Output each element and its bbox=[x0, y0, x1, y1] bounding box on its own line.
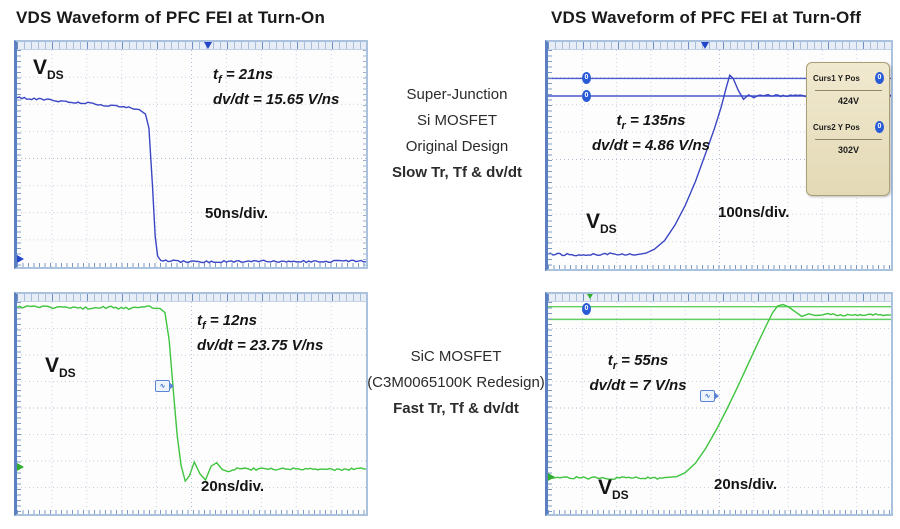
ground-level-arrow-icon bbox=[17, 463, 24, 471]
timebase-label: 50ns/div. bbox=[205, 205, 269, 222]
bottom-ticks bbox=[548, 265, 891, 269]
fall-time-line: tf = 21ns bbox=[213, 66, 273, 86]
edge-marker-badge-icon: ∿ bbox=[155, 380, 174, 392]
timebase-label: 20ns/div. bbox=[714, 476, 778, 493]
dvdt-line: dv/dt = 7 V/ns bbox=[589, 376, 687, 394]
trigger-position-icon bbox=[700, 42, 709, 49]
cursor2-label: Curs2 Y Pos bbox=[813, 122, 860, 132]
title-turn-off: VDS Waveform of PFC FEI at Turn-Off bbox=[551, 8, 862, 27]
bottom-ticks bbox=[17, 263, 366, 267]
scope-top-ruler bbox=[17, 42, 366, 50]
center-top-line3: Original Design bbox=[405, 138, 509, 155]
cursor1-value: 424V bbox=[837, 96, 860, 106]
scope-plot-area: VDS tf = 21ns dv/dt = 15.65 V/ns 50ns/di… bbox=[17, 50, 366, 267]
label-sic-mosfet-block: SiC MOSFET (C3M0065100K Redesign) Fast T… bbox=[356, 344, 556, 422]
dvdt-line: dv/dt = 4.86 V/ns bbox=[592, 136, 710, 154]
center-bottom-line3: Fast Tr, Tf & dv/dt bbox=[393, 400, 519, 417]
cursor1-label: Curs1 Y Pos bbox=[813, 73, 860, 83]
timebase-label: 100ns/div. bbox=[718, 204, 790, 221]
waveform-sic-turn-on bbox=[17, 302, 366, 514]
left-ticks bbox=[548, 302, 552, 514]
scope-plot-area: 0 tr = 55ns dv/dt = 7 V/ns ∿ VDS 20ns/di… bbox=[548, 302, 891, 514]
left-ticks bbox=[17, 50, 21, 267]
trigger-position-icon bbox=[587, 294, 594, 299]
left-ticks bbox=[17, 302, 21, 514]
scope-si-turn-off: 0 0 tr = 135ns dv/dt = 4.86 V/ns VDS 100… bbox=[545, 40, 893, 271]
ground-level-arrow-icon bbox=[548, 473, 555, 481]
measurement-annotation: tr = 135ns dv/dt = 4.86 V/ns bbox=[576, 110, 726, 157]
title-turn-on: VDS Waveform of PFC FEI at Turn-On bbox=[16, 8, 326, 27]
scope-plot-area: 0 0 tr = 135ns dv/dt = 4.86 V/ns VDS 100… bbox=[548, 50, 891, 269]
waveform-sic-turn-off bbox=[548, 302, 891, 514]
vds-label: VDS bbox=[586, 210, 617, 237]
cursor1-handle-icon: 0 bbox=[582, 72, 591, 84]
scope-top-ruler bbox=[548, 42, 891, 50]
cursor-handle-icon: 0 bbox=[582, 303, 591, 315]
center-bottom-line2: (C3M0065100K Redesign) bbox=[367, 374, 545, 391]
waveform-si-turn-on bbox=[17, 50, 366, 267]
cursor2-row: Curs2 Y Pos 0 bbox=[813, 120, 884, 134]
scope-sic-turn-off: 0 tr = 55ns dv/dt = 7 V/ns ∿ VDS 20ns/di… bbox=[545, 292, 893, 516]
panel-divider bbox=[815, 90, 882, 91]
center-top-line2: Si MOSFET bbox=[416, 112, 497, 129]
cursor1-knob-icon: 0 bbox=[875, 72, 884, 84]
bottom-ticks bbox=[548, 510, 891, 514]
bottom-ticks bbox=[17, 510, 366, 514]
center-top-line1: Super-Junction bbox=[406, 86, 508, 103]
vds-label: VDS bbox=[598, 476, 629, 503]
vds-label: VDS bbox=[45, 354, 76, 381]
right-ticks bbox=[363, 50, 366, 267]
vds-subscript: DS bbox=[47, 68, 64, 83]
cursor2-handle-icon: 0 bbox=[582, 90, 591, 102]
rise-time-line: tr = 55ns bbox=[607, 352, 669, 372]
cursor2-knob-icon: 0 bbox=[875, 121, 884, 133]
center-top-line4: Slow Tr, Tf & dv/dt bbox=[391, 164, 522, 181]
vds-label: VDS bbox=[33, 56, 64, 82]
panel-divider bbox=[815, 139, 882, 140]
measurement-annotation: tf = 12ns dv/dt = 23.75 V/ns bbox=[197, 310, 323, 357]
edge-marker-badge-icon: ∿ bbox=[700, 390, 719, 402]
timebase-label: 20ns/div. bbox=[201, 478, 265, 495]
measurement-annotation: tr = 55ns dv/dt = 7 V/ns bbox=[578, 350, 698, 397]
trigger-position-icon bbox=[203, 42, 212, 49]
scope-top-ruler bbox=[17, 294, 366, 302]
scope-sic-turn-on: VDS tf = 12ns dv/dt = 23.75 V/ns 20ns/di… bbox=[14, 292, 368, 516]
fall-time-line: tf = 12ns bbox=[197, 312, 257, 332]
left-ticks bbox=[548, 50, 552, 269]
rise-time-line: tr = 135ns bbox=[616, 112, 686, 132]
vds-symbol: V bbox=[33, 56, 48, 79]
trigger-level-arrow-icon bbox=[17, 255, 24, 263]
scope-si-turn-on: VDS tf = 21ns dv/dt = 15.65 V/ns 50ns/di… bbox=[14, 40, 368, 269]
scope-plot-area: VDS tf = 12ns dv/dt = 23.75 V/ns 20ns/di… bbox=[17, 302, 366, 514]
cursor2-value: 302V bbox=[837, 145, 860, 155]
dvdt-line: dv/dt = 15.65 V/ns bbox=[213, 90, 340, 108]
dvdt-line: dv/dt = 23.75 V/ns bbox=[197, 336, 324, 354]
label-si-mosfet-block: Super-Junction Si MOSFET Original Design… bbox=[366, 82, 548, 186]
center-bottom-line1: SiC MOSFET bbox=[410, 348, 502, 365]
cursor-panel: Curs1 Y Pos 0 424V Curs2 Y Pos 0 302V bbox=[806, 62, 890, 196]
scope-top-ruler bbox=[548, 294, 891, 302]
measurement-annotation: tf = 21ns dv/dt = 15.65 V/ns bbox=[213, 64, 339, 111]
cursor1-row: Curs1 Y Pos 0 bbox=[813, 71, 884, 85]
